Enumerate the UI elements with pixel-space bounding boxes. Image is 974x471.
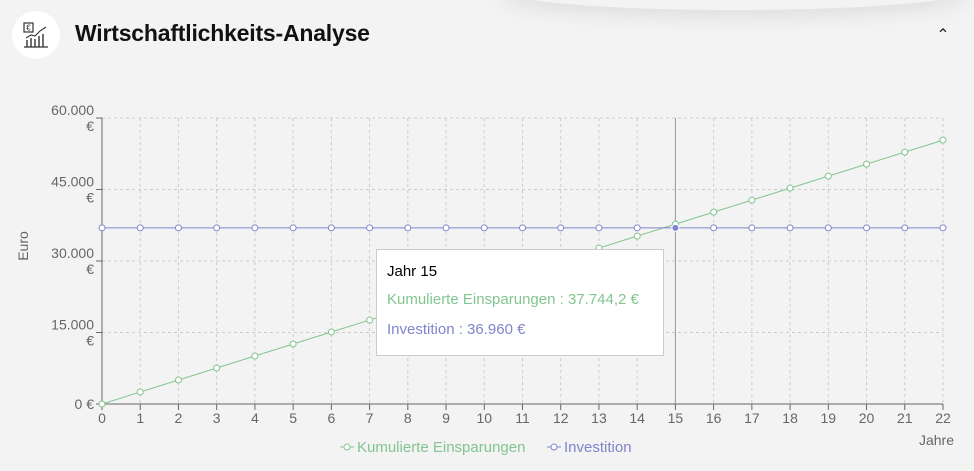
data-point	[863, 160, 871, 168]
data-point	[595, 224, 603, 232]
x-tick-label: 11	[515, 410, 530, 426]
euro-chart-icon: €	[12, 11, 60, 59]
x-tick-label: 17	[744, 410, 760, 426]
y-tick-label: 15.000 €	[51, 317, 94, 349]
data-point	[710, 224, 718, 232]
data-point	[901, 224, 909, 232]
x-tick-label: 4	[251, 410, 259, 426]
legend-label: Investition	[564, 439, 632, 456]
data-point	[136, 224, 144, 232]
x-tick-label: 16	[706, 410, 722, 426]
data-point	[480, 224, 488, 232]
series-investment	[98, 223, 947, 232]
data-point	[327, 328, 335, 336]
svg-text:€: €	[26, 24, 31, 33]
x-tick-label: 18	[782, 410, 798, 426]
data-point	[939, 224, 947, 232]
data-point	[557, 224, 565, 232]
data-point	[824, 224, 832, 232]
y-tick-label: 0 €	[75, 396, 95, 412]
x-tick-label: 12	[553, 410, 569, 426]
data-point	[213, 224, 221, 232]
y-tick-label: 30.000 €	[51, 245, 94, 277]
tooltip-investment: Investition : 36.960 €	[387, 321, 526, 338]
tooltip-title: Jahr 15	[387, 263, 438, 280]
legend-item-investment: Investition	[547, 439, 632, 456]
x-tick-label: 14	[629, 410, 645, 426]
data-point	[786, 184, 794, 192]
data-point	[174, 224, 182, 232]
data-point	[748, 224, 756, 232]
data-point	[136, 388, 144, 396]
data-point	[633, 232, 641, 240]
legend-item-savings: Kumulierte Einsparungen	[340, 439, 525, 456]
x-tick-label: 7	[366, 410, 374, 426]
data-point	[174, 376, 182, 384]
chart-tooltip: Jahr 15 Kumulierte Einsparungen : 37.744…	[376, 249, 664, 356]
data-point	[404, 224, 412, 232]
data-point	[289, 224, 297, 232]
data-point	[633, 224, 641, 232]
data-point	[939, 136, 947, 144]
tooltip-savings: Kumulierte Einsparungen : 37.744,2 €	[387, 291, 639, 308]
x-tick-label: 20	[859, 410, 875, 426]
data-point	[251, 224, 259, 232]
data-point	[671, 223, 680, 232]
chevron-up-icon: ⌃	[936, 27, 950, 44]
collapse-button[interactable]: ⌃	[930, 22, 956, 48]
legend-marker	[343, 443, 351, 451]
data-point	[289, 340, 297, 348]
x-tick-label: 10	[476, 410, 492, 426]
x-tick-label: 19	[821, 410, 837, 426]
data-point	[213, 364, 221, 372]
chart-legend: Kumulierte Einsparungen Investition	[340, 439, 632, 456]
data-point	[98, 224, 106, 232]
data-point	[519, 224, 526, 232]
data-point	[327, 224, 335, 232]
data-point	[366, 224, 374, 232]
x-axis-label: Jahre	[919, 432, 954, 448]
x-tick-label: 9	[442, 410, 450, 426]
data-point	[748, 196, 756, 204]
x-tick-label: 3	[213, 410, 221, 426]
data-point	[863, 224, 871, 232]
data-point	[824, 172, 832, 180]
x-tick-label: 8	[404, 410, 412, 426]
x-tick-label: 2	[175, 410, 183, 426]
legend-marker	[550, 443, 558, 451]
data-point	[98, 400, 106, 408]
x-tick-label: 1	[136, 410, 144, 426]
data-point	[366, 316, 374, 324]
data-point	[442, 224, 450, 232]
x-tick-label: 15	[668, 410, 684, 426]
data-point	[901, 148, 909, 156]
legend-label: Kumulierte Einsparungen	[357, 439, 525, 456]
data-point	[786, 224, 794, 232]
x-tick-label: 0	[98, 410, 106, 426]
x-tick-label: 21	[897, 410, 913, 426]
y-axis-label: Euro	[15, 231, 31, 261]
data-point	[710, 208, 718, 216]
x-tick-label: 13	[591, 410, 607, 426]
x-tick-label: 6	[327, 410, 335, 426]
data-point	[251, 352, 259, 360]
y-tick-label: 45.000 €	[51, 174, 94, 206]
card-title: Wirtschaftlichkeits-Analyse	[75, 20, 370, 46]
y-tick-label: 60.000 €	[51, 102, 94, 134]
x-tick-label: 22	[935, 410, 951, 426]
x-tick-label: 5	[289, 410, 297, 426]
